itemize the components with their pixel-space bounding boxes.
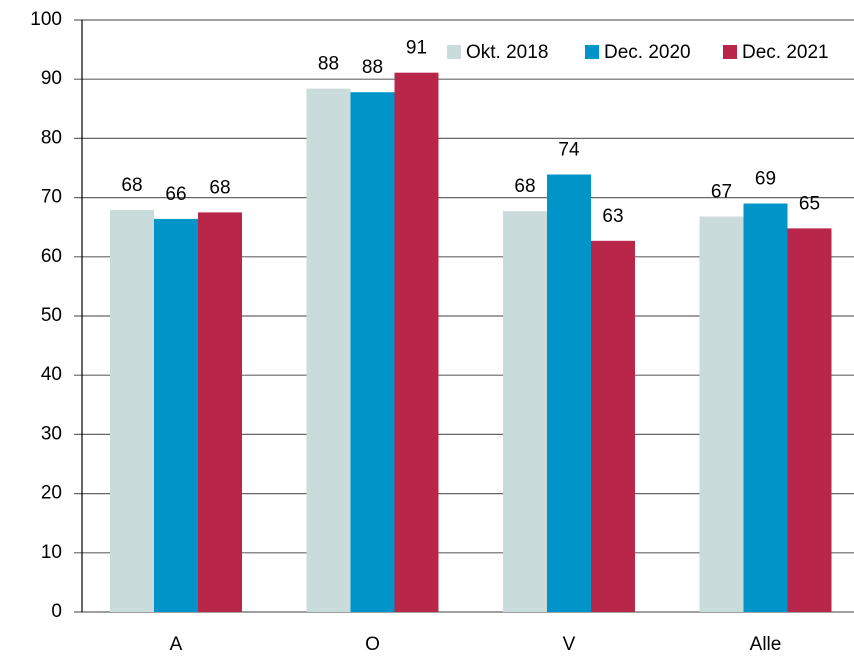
x-tick-label: V xyxy=(563,634,576,655)
bar xyxy=(350,92,395,612)
legend-label: Dec. 2021 xyxy=(742,42,829,63)
data-label: 74 xyxy=(558,140,580,161)
data-label: 88 xyxy=(362,57,383,78)
x-tick-label: Alle xyxy=(750,634,782,655)
bar xyxy=(787,228,832,612)
bar xyxy=(394,72,439,613)
bar xyxy=(110,210,154,613)
y-tick-label: 100 xyxy=(30,9,62,30)
y-tick-label: 30 xyxy=(41,423,62,444)
data-label: 65 xyxy=(799,193,820,214)
x-tick-label: O xyxy=(365,634,380,655)
y-tick-label: 20 xyxy=(41,483,62,504)
y-tick-label: 70 xyxy=(41,187,62,208)
legend-swatch xyxy=(585,45,599,59)
y-tick-label: 50 xyxy=(41,305,62,326)
bar xyxy=(699,216,744,612)
data-label: 67 xyxy=(711,182,732,203)
y-tick-label: 40 xyxy=(41,364,62,385)
y-tick-label: 0 xyxy=(51,601,62,622)
data-label: 88 xyxy=(318,54,339,75)
bar xyxy=(154,218,198,613)
legend-label: Okt. 2018 xyxy=(466,42,548,63)
data-label: 68 xyxy=(514,176,535,197)
bar xyxy=(503,211,547,612)
data-label: 68 xyxy=(209,177,230,198)
bar xyxy=(306,88,351,612)
legend-label: Dec. 2020 xyxy=(604,42,691,63)
y-tick-label: 80 xyxy=(41,127,62,148)
y-tick-label: 90 xyxy=(41,68,62,89)
data-label: 68 xyxy=(121,175,142,196)
bar xyxy=(198,212,242,612)
y-tick-label: 60 xyxy=(41,246,62,267)
data-label: 63 xyxy=(602,206,623,227)
data-label: 69 xyxy=(755,169,776,190)
legend-swatch xyxy=(723,45,737,59)
x-tick-label: A xyxy=(170,634,183,655)
bar xyxy=(743,203,788,612)
data-label: 66 xyxy=(165,184,186,205)
legend-swatch xyxy=(447,45,461,59)
y-tick-label: 10 xyxy=(41,542,62,563)
bar xyxy=(591,240,635,613)
data-label: 91 xyxy=(406,38,427,59)
bar xyxy=(547,174,591,612)
